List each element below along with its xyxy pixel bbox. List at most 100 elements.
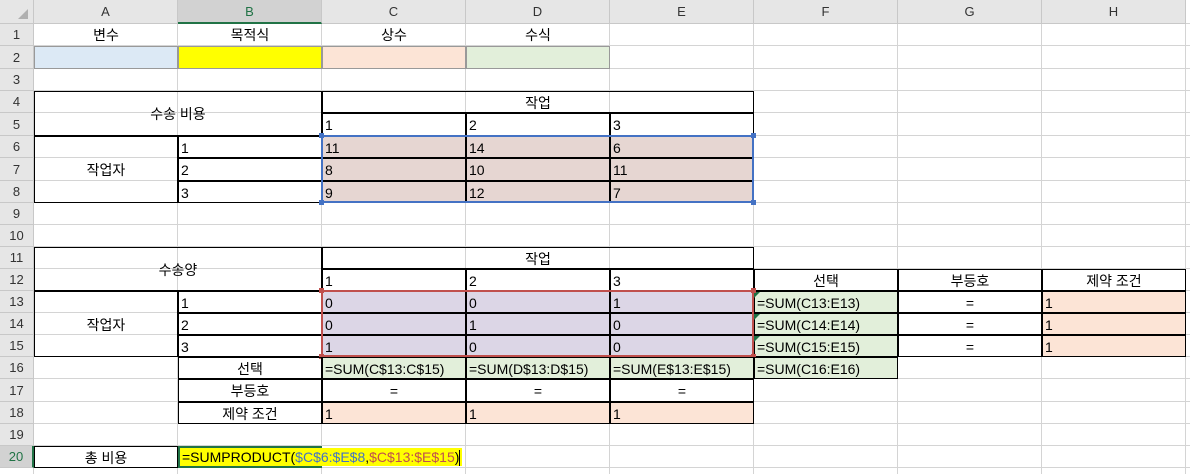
col-constraint[interactable]: 1 — [610, 402, 754, 424]
column-header-D[interactable]: D — [466, 0, 610, 24]
row-selection-formula[interactable]: =SUM(C14:E14) — [754, 313, 898, 335]
row-constraint[interactable]: 1 — [1042, 313, 1186, 335]
range-handle[interactable] — [751, 288, 756, 293]
column-header-F[interactable]: F — [754, 0, 898, 24]
legend-variable-label[interactable]: 변수 — [93, 27, 119, 43]
legend-formula-label[interactable]: 수식 — [525, 27, 551, 43]
range-handle[interactable] — [319, 200, 324, 205]
qty-task-3[interactable]: 3 — [610, 269, 754, 291]
row-header-4[interactable]: 4 — [0, 91, 34, 113]
cost-value-cell[interactable]: 6 — [610, 136, 754, 158]
row-inequality[interactable]: = — [898, 313, 1042, 335]
qty-task-1[interactable]: 1 — [322, 269, 466, 291]
row-header-10[interactable]: 10 — [0, 225, 34, 247]
row-selection-formula[interactable]: =SUM(C13:E13) — [754, 291, 898, 313]
legend-objective-label[interactable]: 목적식 — [230, 27, 270, 43]
legend-constant-swatch[interactable] — [322, 46, 466, 69]
qty-table-title[interactable]: 수송양 — [34, 247, 322, 291]
qty-inequality-header[interactable]: 부등호 — [898, 269, 1042, 291]
col-constraint[interactable]: 1 — [466, 402, 610, 424]
select-all-corner[interactable] — [0, 0, 34, 24]
col-inequality[interactable]: = — [322, 379, 466, 402]
row-header-9[interactable]: 9 — [0, 203, 34, 225]
row-header-18[interactable]: 18 — [0, 402, 34, 424]
column-header-B[interactable]: B — [178, 0, 322, 24]
cost-value-cell[interactable]: 12 — [466, 181, 610, 203]
row-header-20[interactable]: 20 — [0, 446, 34, 468]
col-selection-formula[interactable]: =SUM(C16:E16) — [754, 357, 898, 379]
cost-task-1[interactable]: 1 — [322, 113, 466, 136]
range-handle[interactable] — [751, 354, 756, 359]
legend-constant-label[interactable]: 상수 — [381, 27, 407, 43]
qty-selection-header[interactable]: 선택 — [754, 269, 898, 291]
qty-worker-1[interactable]: 1 — [178, 291, 322, 313]
legend-formula-swatch[interactable] — [466, 46, 610, 69]
row-header-13[interactable]: 13 — [0, 291, 34, 313]
row-header-19[interactable]: 19 — [0, 424, 34, 446]
range-handle[interactable] — [319, 133, 324, 138]
cost-table-title[interactable]: 수송 비용 — [34, 91, 322, 136]
cost-worker-1[interactable]: 1 — [178, 136, 322, 158]
cost-value-cell[interactable]: 9 — [322, 181, 466, 203]
row-header-1[interactable]: 1 — [0, 24, 34, 46]
row-header-2[interactable]: 2 — [0, 46, 34, 69]
row-header-8[interactable]: 8 — [0, 181, 34, 203]
qty-value-cell[interactable]: 1 — [322, 335, 466, 357]
legend-variable-swatch[interactable] — [34, 46, 178, 69]
row-selection-formula[interactable]: =SUM(C15:E15) — [754, 335, 898, 357]
cost-value-cell[interactable]: 10 — [466, 158, 610, 181]
cost-value-cell[interactable]: 8 — [322, 158, 466, 181]
qty-worker-3[interactable]: 3 — [178, 335, 322, 357]
cost-task-header[interactable]: 작업 — [322, 91, 754, 113]
row-header-14[interactable]: 14 — [0, 313, 34, 335]
row-header-11[interactable]: 11 — [0, 247, 34, 269]
qty-value-cell[interactable]: 1 — [610, 291, 754, 313]
range-handle[interactable] — [751, 200, 756, 205]
cost-value-cell[interactable]: 11 — [610, 158, 754, 181]
row-header-17[interactable]: 17 — [0, 379, 34, 402]
range-handle[interactable] — [751, 133, 756, 138]
cost-worker-label[interactable]: 작업자 — [34, 136, 178, 203]
row-inequality[interactable]: = — [898, 335, 1042, 357]
row-header-6[interactable]: 6 — [0, 136, 34, 158]
column-header-E[interactable]: E — [610, 0, 754, 24]
cost-task-2[interactable]: 2 — [466, 113, 610, 136]
row-constraint[interactable]: 1 — [1042, 291, 1186, 313]
total-cost-formula-cell[interactable]: =SUMPRODUCT($C$6:$E$8,$C$13:$E$15) — [178, 446, 463, 468]
column-header-C[interactable]: C — [322, 0, 466, 24]
row-inequality[interactable]: = — [898, 291, 1042, 313]
column-header-A[interactable]: A — [34, 0, 178, 24]
total-cost-formula-editor[interactable]: =SUMPRODUCT($C$6:$E$8,$C$13:$E$15) — [182, 448, 463, 467]
col-inequality[interactable]: = — [610, 379, 754, 402]
col-constraint[interactable]: 1 — [322, 402, 466, 424]
bottom-constraint-label[interactable]: 제약 조건 — [178, 402, 322, 424]
row-header-5[interactable]: 5 — [0, 113, 34, 136]
cost-task-3[interactable]: 3 — [610, 113, 754, 136]
qty-value-cell[interactable]: 0 — [610, 335, 754, 357]
row-header-7[interactable]: 7 — [0, 158, 34, 181]
qty-value-cell[interactable]: 0 — [322, 291, 466, 313]
row-header-15[interactable]: 15 — [0, 335, 34, 357]
total-cost-label[interactable]: 총 비용 — [34, 446, 178, 468]
qty-value-cell[interactable]: 0 — [466, 291, 610, 313]
qty-worker-2[interactable]: 2 — [178, 313, 322, 335]
row-header-16[interactable]: 16 — [0, 357, 34, 379]
legend-objective-swatch[interactable] — [178, 46, 322, 69]
cost-worker-2[interactable]: 2 — [178, 158, 322, 181]
column-header-H[interactable]: H — [1042, 0, 1186, 24]
qty-task-header[interactable]: 작업 — [322, 247, 754, 269]
range-handle[interactable] — [319, 288, 324, 293]
row-constraint[interactable]: 1 — [1042, 335, 1186, 357]
qty-value-cell[interactable]: 1 — [466, 313, 610, 335]
row-header-3[interactable]: 3 — [0, 69, 34, 91]
cost-value-cell[interactable]: 14 — [466, 136, 610, 158]
qty-task-2[interactable]: 2 — [466, 269, 610, 291]
qty-constraint-header[interactable]: 제약 조건 — [1042, 269, 1186, 291]
col-inequality[interactable]: = — [466, 379, 610, 402]
cost-value-cell[interactable]: 7 — [610, 181, 754, 203]
cost-value-cell[interactable]: 11 — [322, 136, 466, 158]
column-header-G[interactable]: G — [898, 0, 1042, 24]
bottom-selection-label[interactable]: 선택 — [178, 357, 322, 379]
qty-value-cell[interactable]: 0 — [610, 313, 754, 335]
